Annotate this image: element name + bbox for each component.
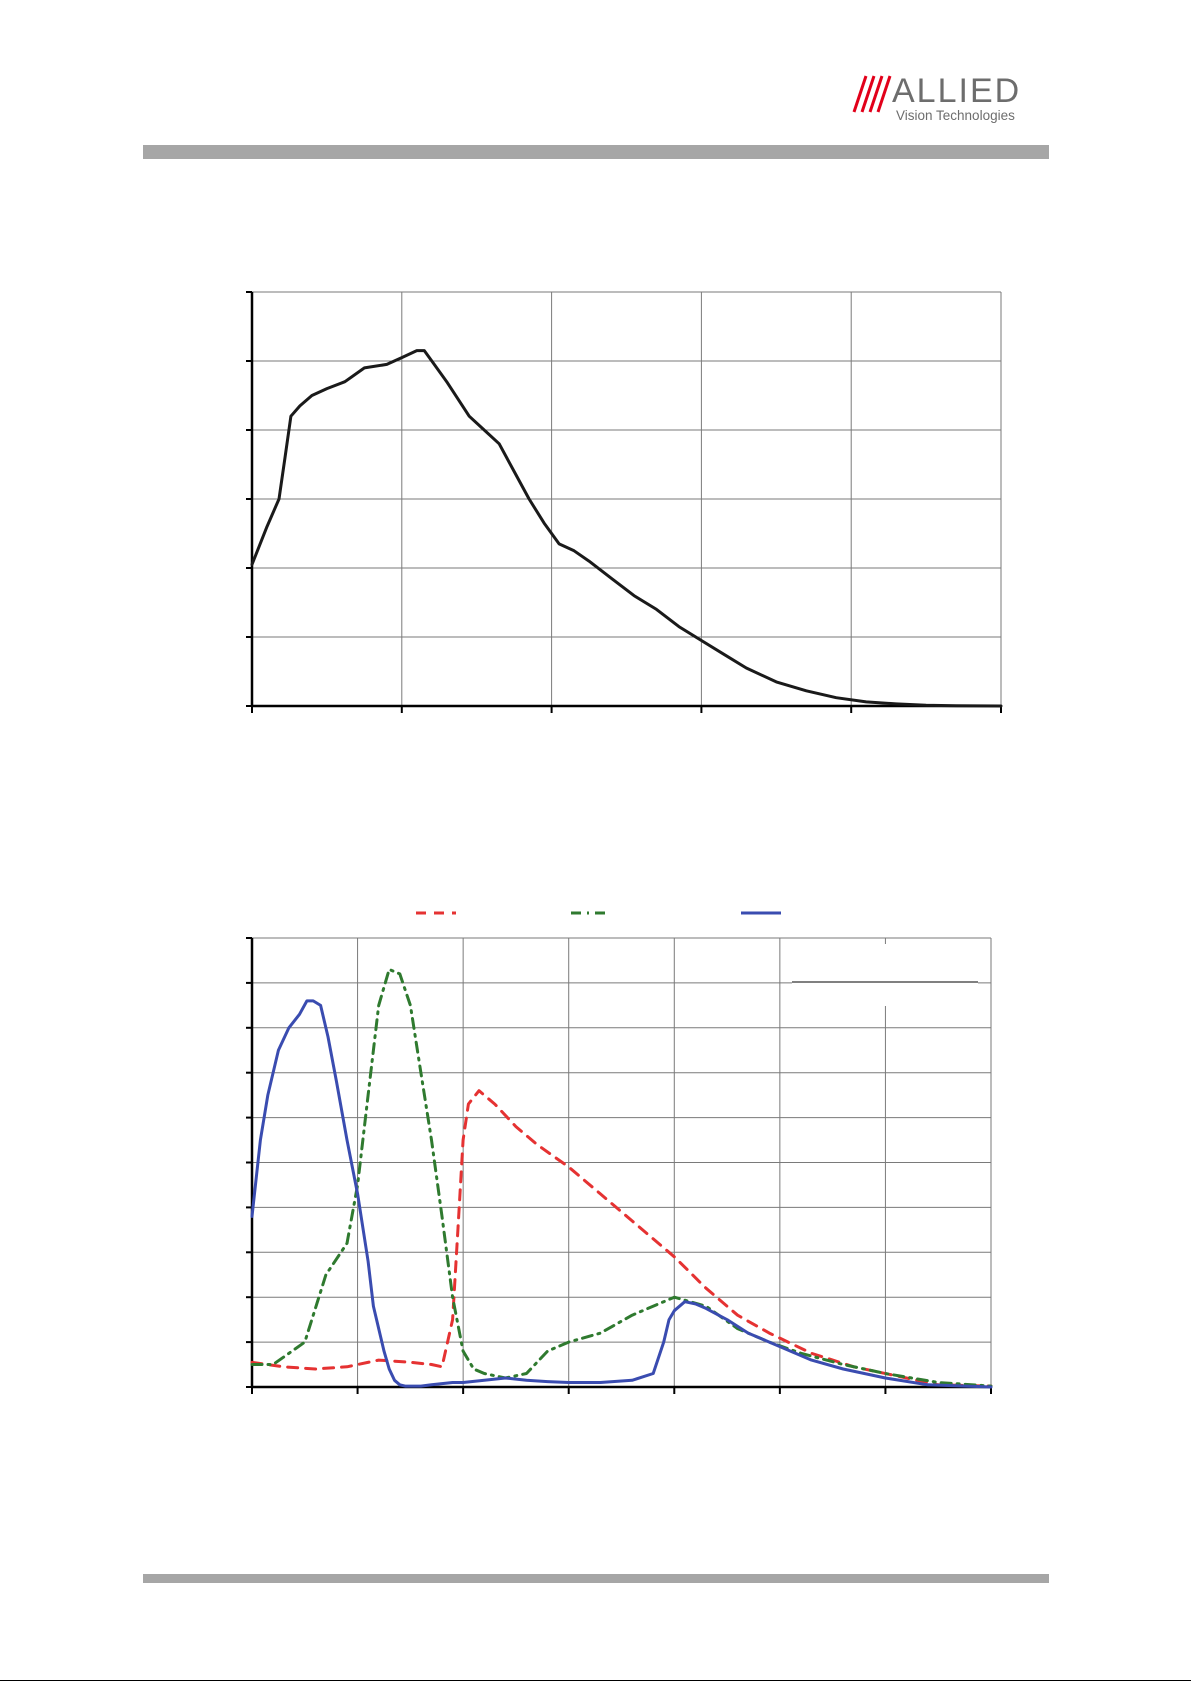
logo-tagline: Vision Technologies: [896, 108, 1015, 123]
page-bottom-line: [0, 1680, 1191, 1681]
logo-slashes: [852, 75, 892, 113]
chart-1: [246, 291, 1003, 713]
logo-brand-name: ALLIED: [892, 72, 1021, 110]
footer-rule: [143, 1574, 1049, 1583]
series-line-1: [250, 349, 1003, 708]
legend-box: [792, 944, 978, 1006]
chart-2: [246, 911, 993, 1394]
series-line-2: [250, 967, 993, 1388]
series-line-1: [250, 1089, 993, 1388]
allied-vision-logo: ALLIED Vision Technologies: [852, 72, 1021, 123]
header-rule: [143, 145, 1049, 159]
series-line-3: [250, 999, 993, 1389]
